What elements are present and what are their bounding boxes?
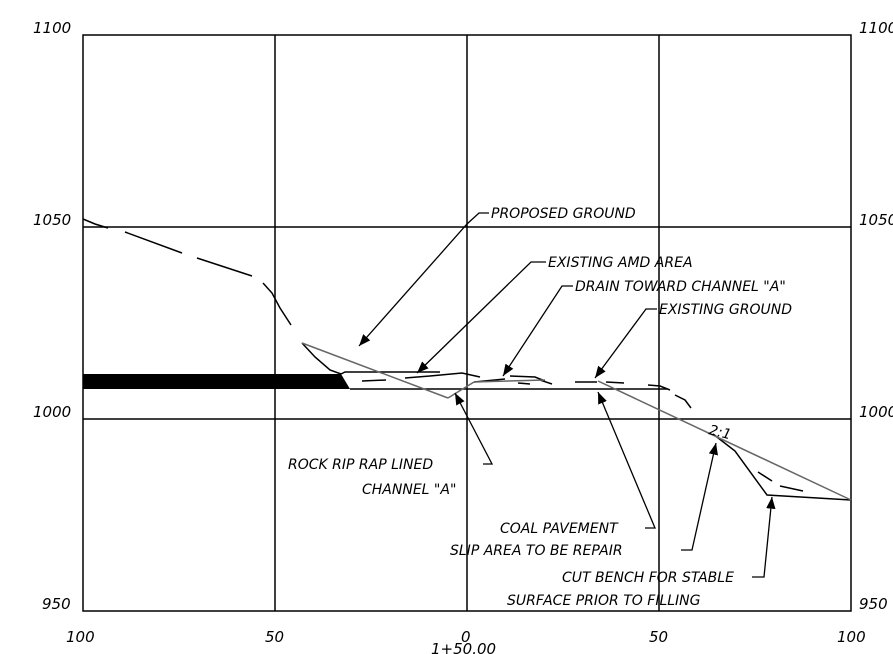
annotation-cut-bench-line2: SURFACE PRIOR TO FILLING [507, 593, 701, 609]
y-tick-right: 1050 [859, 211, 893, 229]
slope-label: 2:1 [707, 422, 733, 443]
rip-rap-channel-fill [83, 374, 350, 389]
existing-ground-line [404, 372, 481, 379]
annotation-slip-area: SLIP AREA TO BE REPAIR [450, 543, 623, 559]
leader-rock-rip-rap [454, 392, 494, 465]
existing-ground-line [124, 231, 183, 254]
existing-ground-line [262, 282, 292, 326]
leader-drain-toward-channel [502, 285, 573, 377]
cut-bench-line [712, 433, 852, 501]
y-tick-left: 1100 [33, 19, 71, 37]
y-tick-left: 950 [42, 595, 71, 613]
existing-ground-line [82, 218, 109, 229]
annotation-drain-toward-channel: DRAIN TOWARD CHANNEL "A" [575, 279, 786, 295]
x-tick: 50 [265, 628, 284, 646]
existing-ground-line [605, 381, 625, 384]
y-tick-left: 1050 [33, 211, 71, 229]
annotation-rock-rip-rap-line1: ROCK RIP RAP LINED [288, 457, 433, 473]
existing-ground-line [361, 379, 387, 382]
existing-ground-line [196, 257, 253, 277]
y-tick-right: 950 [859, 595, 888, 613]
annotation-existing-ground: EXISTING GROUND [659, 302, 792, 318]
existing-ground-line [647, 384, 671, 391]
existing-ground-line [301, 342, 342, 375]
x-tick: 100 [837, 628, 866, 646]
leader-existing-amd-area [416, 261, 546, 374]
y-tick-left: 1000 [33, 403, 71, 421]
proposed-ground-line [597, 380, 852, 501]
existing-ground-line [757, 471, 773, 482]
y-tick-right: 1100 [859, 19, 893, 37]
leader-existing-ground [594, 308, 657, 379]
existing-ground-line [779, 485, 804, 492]
leader-coal-pavement [597, 391, 656, 529]
annotation-existing-amd-area: EXISTING AMD AREA [548, 255, 693, 271]
leader-slip-area [681, 442, 719, 551]
existing-ground-line [674, 394, 692, 409]
annotation-cut-bench-line1: CUT BENCH FOR STABLE [562, 570, 734, 586]
annotation-coal-pavement: COAL PAVEMENT [500, 521, 619, 537]
proposed-ground-line [301, 342, 449, 399]
leader-cut-bench [752, 496, 776, 578]
x-tick: 100 [66, 628, 95, 646]
x-tick: 50 [649, 628, 668, 646]
station-label: 1+50.00 [431, 640, 496, 654]
proposed-ground-line [473, 379, 546, 383]
existing-ground-line [517, 382, 531, 385]
y-tick-right: 1000 [859, 403, 893, 421]
leader-proposed-ground [358, 212, 489, 347]
annotation-rock-rip-rap-line2: CHANNEL "A" [362, 482, 456, 498]
proposed-ground-line [447, 381, 475, 399]
annotation-proposed-ground: PROPOSED GROUND [491, 206, 636, 222]
x-tick: 0 [461, 628, 471, 646]
pavement-top-line [340, 371, 440, 375]
